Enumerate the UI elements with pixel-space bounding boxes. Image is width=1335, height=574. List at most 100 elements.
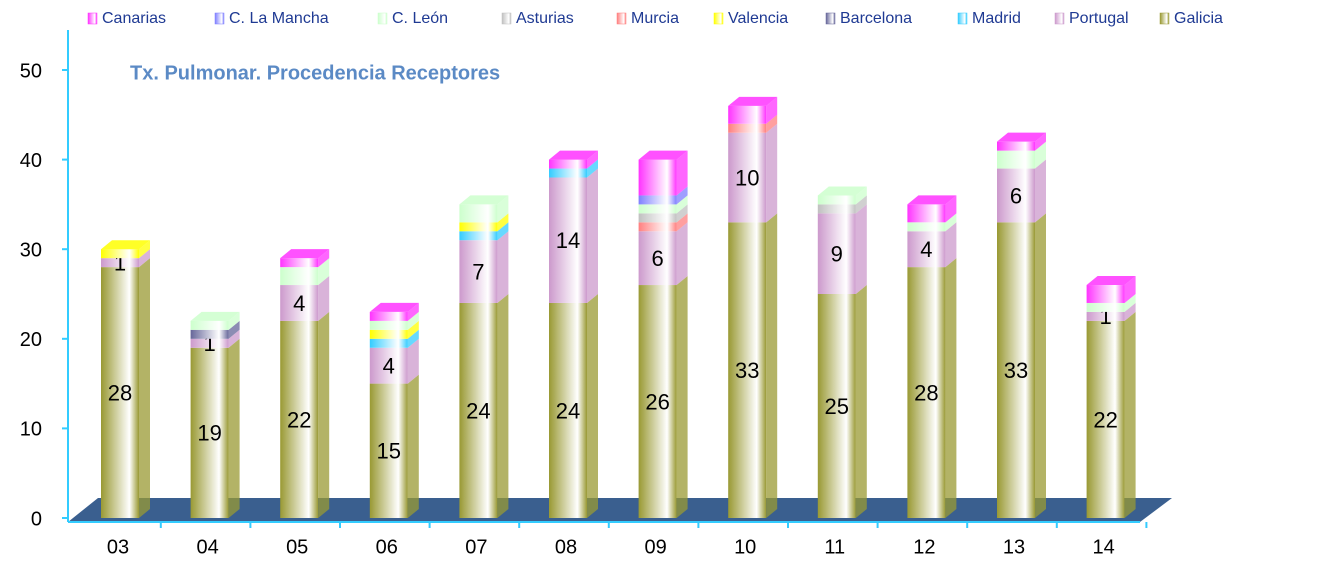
y-tick-label: 40 (20, 150, 42, 172)
bar-segment (817, 213, 856, 294)
bar-segment (907, 222, 946, 232)
bar-side (1035, 141, 1046, 169)
bar-top (1086, 276, 1136, 286)
bar-side (587, 293, 598, 518)
bar-top (638, 150, 688, 160)
x-tick-label: 06 (376, 536, 398, 558)
bar-segment (101, 258, 139, 268)
data-label: 9 (831, 241, 843, 266)
legend-label: C. León (392, 10, 448, 27)
bar-segment (549, 302, 587, 518)
x-tick-label: 13 (1003, 536, 1025, 558)
legend-swatch (825, 12, 836, 25)
bar-segment (101, 249, 139, 259)
bar-segment (190, 320, 229, 330)
bar-segment (549, 159, 587, 169)
bar-segment (459, 240, 498, 303)
bar-side (855, 285, 867, 518)
bar-segment (1086, 285, 1125, 303)
bar-side (676, 276, 688, 518)
bar-side (1035, 159, 1046, 223)
bar-side (587, 159, 598, 178)
data-label: 6 (651, 246, 663, 271)
bar-side (766, 114, 778, 133)
bar-segment (638, 222, 677, 232)
bar-top (549, 150, 598, 160)
legend-swatch (616, 12, 627, 25)
floor (68, 498, 1172, 522)
bar-segment (997, 150, 1035, 169)
bar-segment (997, 141, 1035, 151)
bar-side (407, 338, 419, 384)
chart-title: Tx. Pulmonar. Procedencia Receptores (130, 62, 500, 84)
legend-label: Canarias (102, 10, 166, 27)
legend-label: Murcia (631, 10, 679, 27)
data-label: 4 (383, 353, 395, 378)
data-label: 4 (920, 237, 932, 262)
bar-side (587, 168, 598, 303)
data-label: 33 (1004, 358, 1028, 383)
legend-label: C. La Mancha (229, 10, 329, 27)
bar-side (1124, 276, 1136, 303)
legend-label: Asturias (516, 10, 574, 27)
bar-segment (638, 231, 677, 286)
bar-side (945, 222, 957, 268)
bar-side (318, 258, 330, 286)
bar-segment (907, 267, 946, 518)
bar-segment (638, 204, 677, 214)
bar-segment (369, 329, 408, 339)
bar-segment (190, 338, 229, 348)
bar-side (945, 195, 957, 223)
bar-segment (997, 222, 1035, 518)
bar-side (407, 302, 419, 321)
bar-side (497, 195, 509, 223)
data-label: 10 (735, 165, 759, 190)
bar-side (407, 320, 419, 339)
bar-side (945, 213, 957, 232)
bar-side (318, 276, 330, 321)
y-tick-label: 0 (31, 508, 42, 530)
bar-side (587, 150, 598, 169)
bar-top (280, 249, 330, 259)
bar-top (997, 132, 1046, 142)
bar-side (855, 195, 867, 214)
legend-label: Valencia (728, 10, 788, 27)
data-label: 28 (108, 380, 132, 405)
bar-side (1124, 293, 1136, 312)
x-tick-label: 04 (196, 536, 218, 558)
data-label: 28 (914, 380, 938, 405)
x-tick-label: 07 (465, 536, 487, 558)
x-tick-label: 14 (1092, 536, 1114, 558)
bar-side (497, 222, 509, 241)
bar-segment (280, 267, 319, 286)
bar-side (407, 329, 419, 348)
bar-side (1124, 311, 1136, 518)
bar-side (318, 311, 330, 518)
y-tick-label: 10 (20, 419, 42, 441)
bar-segment (549, 168, 587, 178)
bar-side (766, 96, 778, 124)
bar-side (1035, 213, 1046, 518)
bar-segment (1086, 311, 1125, 321)
legend-swatch (957, 12, 968, 25)
bar-side (497, 293, 509, 518)
bar-side (1124, 302, 1136, 321)
bar-side (676, 213, 688, 232)
data-label: 25 (825, 394, 849, 419)
bar-segment (997, 168, 1035, 223)
bar-side (855, 204, 867, 294)
bar-side (407, 311, 419, 330)
bar-side (139, 249, 150, 268)
bar-segment (280, 285, 319, 321)
bar-side (318, 249, 330, 268)
bar-top (459, 195, 509, 205)
bar-segment (728, 222, 767, 518)
bar-side (676, 195, 688, 214)
bar-top (190, 311, 240, 321)
data-label: 7 (472, 259, 484, 284)
bar-segment (369, 338, 408, 348)
bar-top (728, 96, 778, 106)
data-label: 22 (1093, 407, 1117, 432)
data-label: 24 (466, 398, 490, 423)
